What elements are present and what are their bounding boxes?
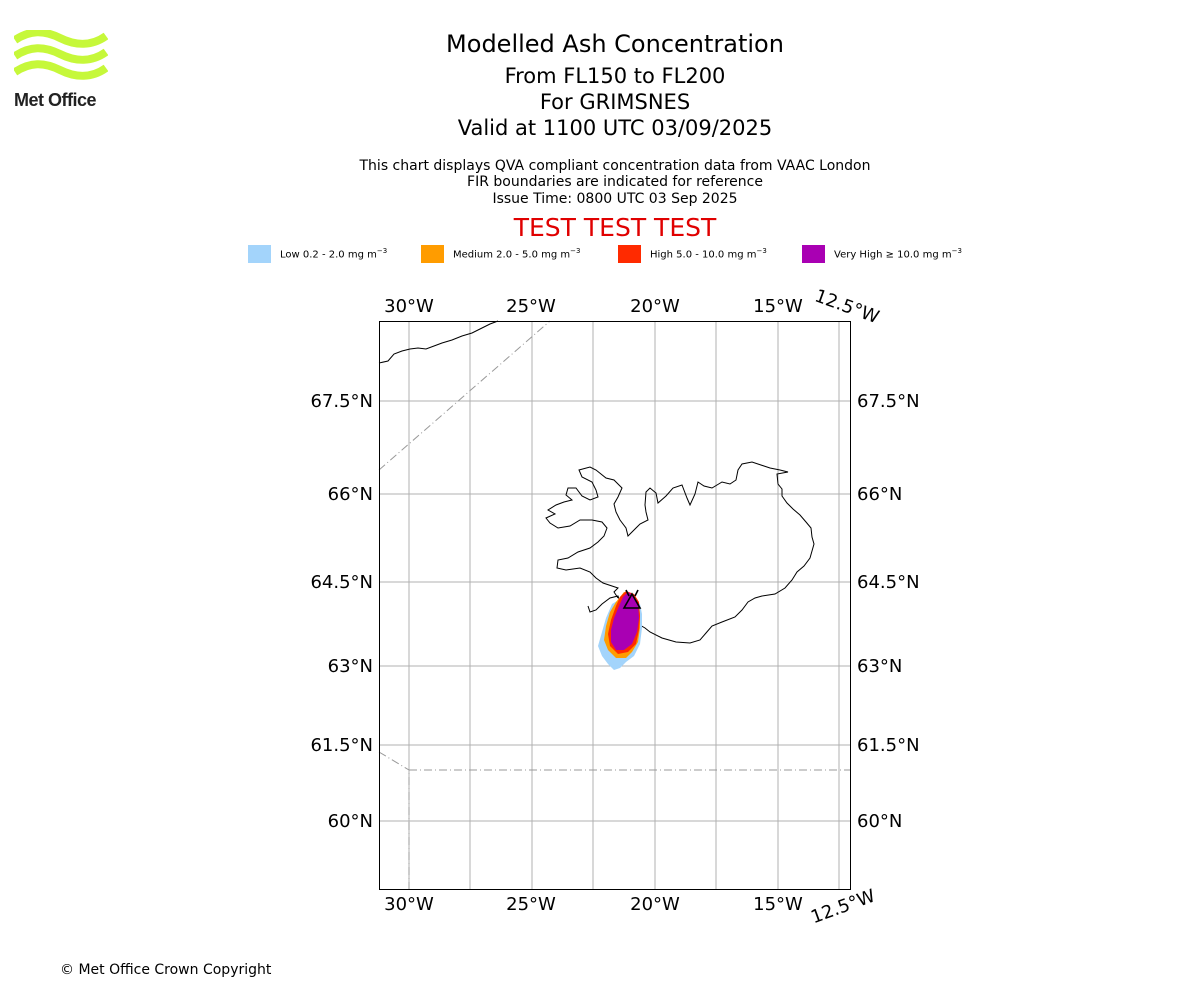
volcano-name: For GRIMSNES [539,90,691,114]
legend-item-very-high: Very High ≥ 10.0 mg m−3 [802,244,962,264]
test-banner: TEST TEST TEST [513,213,717,242]
lat-label: 60°N [857,811,902,832]
lon-label: 20°W [630,296,680,317]
greenland-coastline [378,320,499,364]
lon-label: 20°W [630,894,680,915]
latitude-labels-left: 67.5°N 66°N 64.5°N 63°N 61.5°N 60°N [310,391,373,832]
fir-boundaries [378,320,851,890]
met-office-logo-text: Met Office [14,90,97,110]
iceland-coastline [545,461,815,644]
latitude-labels-right: 67.5°N 66°N 64.5°N 63°N 61.5°N 60°N [857,391,920,832]
legend-label-medium: Medium 2.0 - 5.0 mg m [453,249,571,261]
legend-label-high: High 5.0 - 10.0 mg m [650,249,757,261]
ash-very-high [611,592,639,650]
legend-swatch-low [248,245,271,263]
legend-swatch-medium [421,245,444,263]
description-line-1: This chart displays QVA compliant concen… [359,158,871,174]
issue-time: Issue Time: 0800 UTC 03 Sep 2025 [492,191,738,207]
lat-label: 61.5°N [310,735,373,756]
volcano-marker-icon [622,589,642,609]
lat-label: 63°N [328,656,373,677]
met-office-wave-icon [12,28,109,80]
lon-label: 30°W [384,296,434,317]
lon-label-corner: 12.5°W [808,885,878,928]
longitude-labels-bottom: 30°W 25°W 20°W 15°W 12.5°W [384,885,878,928]
lat-label: 64.5°N [857,572,920,593]
met-office-logo: Met Office [12,28,109,112]
lat-label: 67.5°N [310,391,373,412]
lon-label: 15°W [753,296,803,317]
valid-time: Valid at 1100 UTC 03/09/2025 [457,116,773,140]
lon-label: 25°W [506,296,556,317]
lat-label: 67.5°N [857,391,920,412]
legend-label-low: Low 0.2 - 2.0 mg m [280,249,377,261]
legend-swatch-very-high [802,245,825,263]
lat-label: 61.5°N [857,735,920,756]
legend-item-medium: Medium 2.0 - 5.0 mg m−3 [421,244,580,264]
flight-level-range: From FL150 to FL200 [504,64,726,88]
lon-label: 25°W [506,894,556,915]
lat-label: 63°N [857,656,902,677]
lat-label: 66°N [857,484,902,505]
lat-label: 66°N [328,484,373,505]
lat-label: 60°N [328,811,373,832]
copyright-notice: © Met Office Crown Copyright [60,962,272,978]
map-gridlines [379,321,851,890]
legend-swatch-high [618,245,641,263]
lon-label: 30°W [384,894,434,915]
legend-item-low: Low 0.2 - 2.0 mg m−3 [248,244,387,264]
legend-item-high: High 5.0 - 10.0 mg m−3 [618,244,767,264]
map-frame [379,321,851,890]
lat-label: 64.5°N [310,572,373,593]
chart-title: Modelled Ash Concentration [446,30,784,58]
legend-label-very-high: Very High ≥ 10.0 mg m [834,249,952,261]
lon-label: 15°W [753,894,803,915]
description-line-2: FIR boundaries are indicated for referen… [467,174,763,190]
